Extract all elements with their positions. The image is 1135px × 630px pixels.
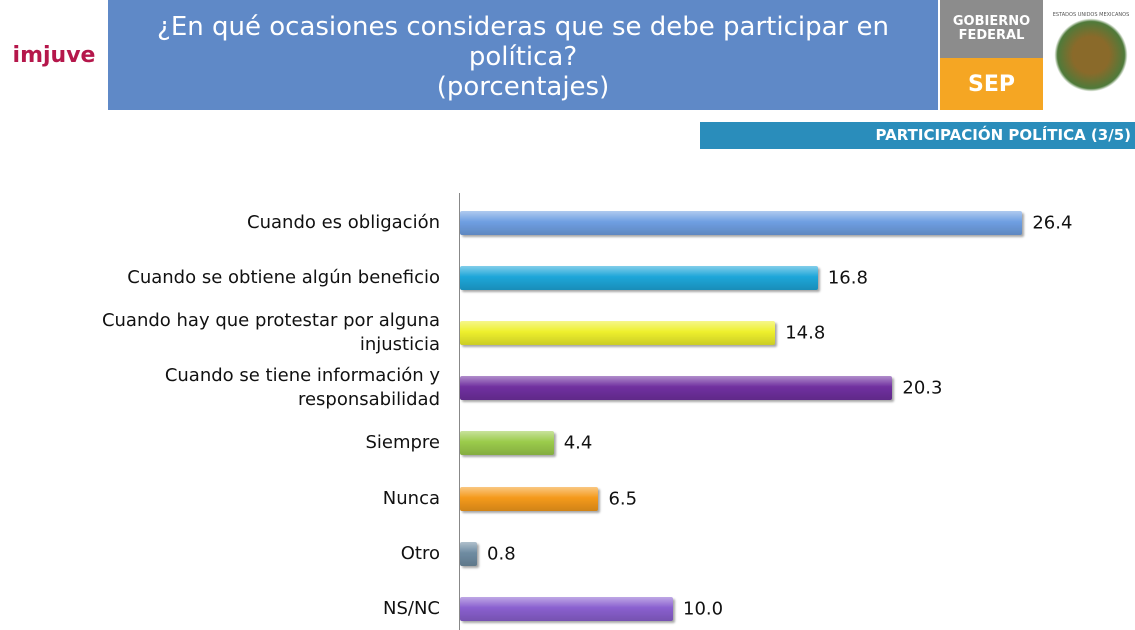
government-box: GOBIERNO FEDERAL xyxy=(940,0,1043,58)
category-label: Otro xyxy=(400,542,440,564)
category-label: Nunca xyxy=(382,487,440,509)
chart-title: ¿En qué ocasiones consideras que se debe… xyxy=(157,12,889,72)
axis-line xyxy=(459,193,460,630)
value-label: 16.8 xyxy=(827,267,868,289)
logo-box: imjuve xyxy=(0,0,108,110)
bar xyxy=(460,486,599,511)
bar xyxy=(460,266,818,291)
bar xyxy=(460,431,554,456)
bar xyxy=(460,596,673,621)
bar xyxy=(460,211,1023,235)
ministry: SEP xyxy=(968,71,1015,97)
category-label: Cuando se tiene información y responsabi… xyxy=(164,365,440,411)
category-label: Cuando hay que protestar por alguna inju… xyxy=(101,310,440,356)
bar xyxy=(460,376,893,401)
value-label: 4.4 xyxy=(563,432,593,454)
value-label: 26.4 xyxy=(1032,212,1073,234)
seal-text: ESTADOS UNIDOS MEXICANOS xyxy=(1052,12,1130,18)
category-label: NS/NC xyxy=(383,597,440,619)
value-label: 0.8 xyxy=(487,543,516,565)
value-label: 6.5 xyxy=(608,488,638,509)
government: GOBIERNO FEDERAL xyxy=(952,14,1031,43)
category-label: Siempre xyxy=(365,432,440,454)
value-label: 14.8 xyxy=(785,322,826,344)
bar xyxy=(460,321,776,346)
seal: ESTADOS UNIDOS MEXICANOS xyxy=(1050,10,1132,100)
category-label: Cuando se obtiene algún beneficio xyxy=(127,267,440,289)
value-label: 20.3 xyxy=(902,377,943,399)
category-label: Cuando es obligación xyxy=(247,212,440,233)
value-label: 10.0 xyxy=(683,598,724,620)
logo: imjuve xyxy=(12,42,96,68)
bar xyxy=(460,541,478,566)
title-box: ¿En qué ocasiones consideras que se debe… xyxy=(108,0,938,110)
section-title: PARTICIPACIÓN POLÍTICA (3/5) xyxy=(875,126,1131,144)
ministry-box: SEP xyxy=(940,58,1043,110)
chart-subtitle: (porcentajes) xyxy=(436,72,610,102)
section-bar: PARTICIPACIÓN POLÍTICA (3/5) xyxy=(700,122,1135,149)
